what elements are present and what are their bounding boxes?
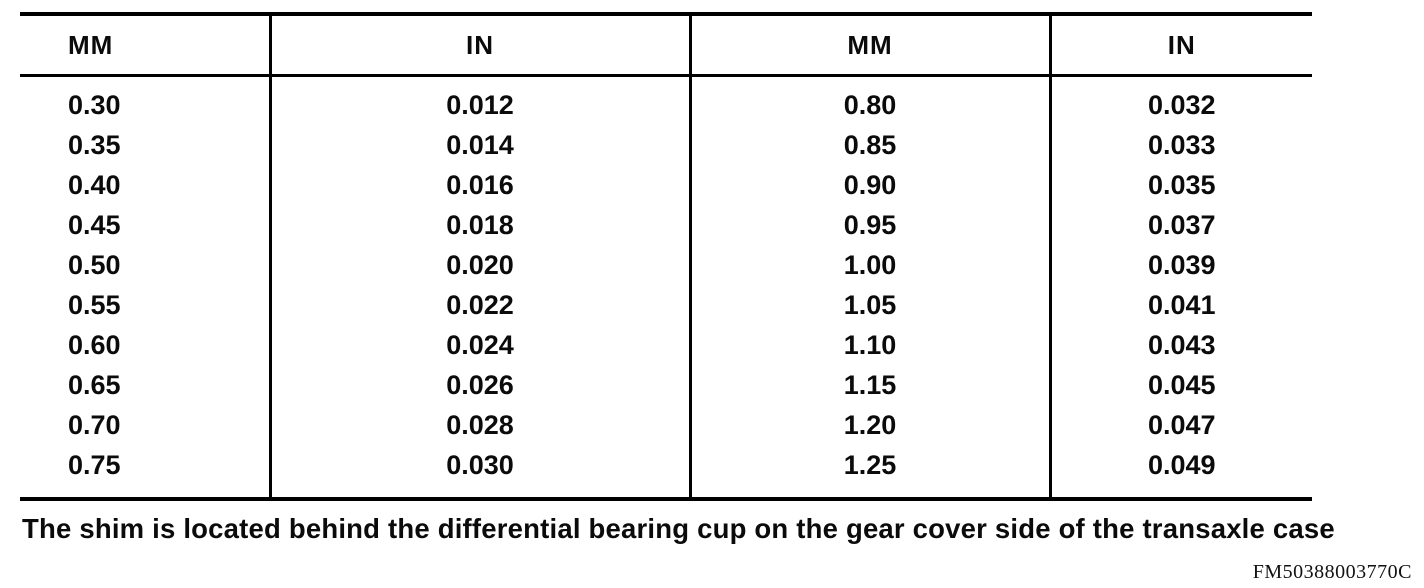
table-row: 0.75 0.030 1.25 0.049 — [20, 445, 1312, 499]
table-cell: 0.047 — [1048, 405, 1312, 445]
table-cell: 1.25 — [688, 445, 1050, 499]
table-cell: 0.80 — [688, 75, 1050, 125]
table-body: 0.30 0.012 0.80 0.032 0.35 0.014 0.85 0.033 0.40… — [20, 75, 1312, 499]
header-cell-mm-left: MM — [20, 14, 270, 77]
table-cell: 0.95 — [688, 205, 1050, 245]
table-cell: 0.020 — [268, 245, 690, 285]
table-cell: 0.035 — [1048, 165, 1312, 205]
table-cell: 0.016 — [268, 165, 690, 205]
table-cell: 0.039 — [1048, 245, 1312, 285]
table-cell: 0.026 — [268, 365, 690, 405]
table-row: 0.50 0.020 1.00 0.039 — [20, 245, 1312, 285]
table-row: 0.65 0.026 1.15 0.045 — [20, 365, 1312, 405]
header-cell-mm-right: MM — [688, 14, 1050, 77]
table-header-row: MM IN MM IN — [20, 14, 1312, 77]
table-caption: The shim is located behind the different… — [22, 513, 1335, 544]
header-cell-in-right: IN — [1048, 14, 1312, 77]
table-cell: 0.014 — [268, 125, 690, 165]
table-cell: 0.037 — [1048, 205, 1312, 245]
table-row: 0.30 0.012 0.80 0.032 — [20, 75, 1312, 125]
table-cell: 0.85 — [688, 125, 1050, 165]
table-cell: 1.00 — [688, 245, 1050, 285]
table-cell: 0.90 — [688, 165, 1050, 205]
table-cell: 1.10 — [688, 325, 1050, 365]
table-cell: 0.70 — [68, 409, 121, 440]
table-cell: 0.30 — [68, 89, 121, 120]
table-cell: 0.75 — [68, 449, 121, 480]
table-cell: 0.049 — [1048, 445, 1312, 499]
table-row: 0.70 0.028 1.20 0.047 — [20, 405, 1312, 445]
table-cell: 0.028 — [268, 405, 690, 445]
table-cell: 0.041 — [1048, 285, 1312, 325]
table-cell: 0.043 — [1048, 325, 1312, 365]
table-row: 0.45 0.018 0.95 0.037 — [20, 205, 1312, 245]
table-cell: 0.50 — [68, 249, 121, 280]
table-cell: 1.15 — [688, 365, 1050, 405]
table-cell: 0.033 — [1048, 125, 1312, 165]
table-cell: 0.55 — [68, 289, 121, 320]
table-cell: 0.018 — [268, 205, 690, 245]
table-cell: 0.022 — [268, 285, 690, 325]
table-cell: 1.20 — [688, 405, 1050, 445]
table-cell: 0.032 — [1048, 75, 1312, 125]
shim-conversion-table: MM IN MM IN 0.30 0.012 0.80 0.032 0.35 0.014 0… — [20, 12, 1312, 501]
table-row: 0.40 0.016 0.90 0.035 — [20, 165, 1312, 205]
header-cell-in-left: IN — [268, 14, 690, 77]
table-cell: 1.05 — [688, 285, 1050, 325]
table-cell: 0.012 — [268, 75, 690, 125]
table-header: MM IN MM IN — [20, 14, 1312, 77]
table-cell: 0.024 — [268, 325, 690, 365]
table-cell: 0.35 — [68, 129, 121, 160]
table-cell: 0.40 — [68, 169, 121, 200]
table-cell: 0.65 — [68, 369, 121, 400]
table-row: 0.35 0.014 0.85 0.033 — [20, 125, 1312, 165]
table-row: 0.55 0.022 1.05 0.041 — [20, 285, 1312, 325]
table-cell: 0.030 — [268, 445, 690, 499]
table-cell: 0.60 — [68, 329, 121, 360]
table-row: 0.60 0.024 1.10 0.043 — [20, 325, 1312, 365]
table-cell: 0.45 — [68, 209, 121, 240]
figure-code: FM50388003770C — [1252, 561, 1412, 583]
table-cell: 0.045 — [1048, 365, 1312, 405]
